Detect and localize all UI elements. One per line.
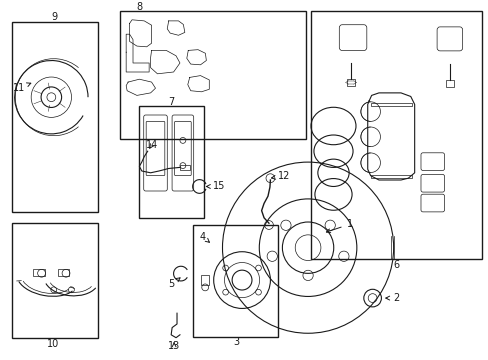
Text: 9: 9: [52, 12, 58, 22]
Text: 12: 12: [271, 171, 290, 181]
Bar: [12, 223, 98, 338]
Text: 10: 10: [46, 339, 59, 349]
Bar: [33, 269, 45, 276]
Text: 15: 15: [206, 181, 225, 192]
Bar: [120, 11, 305, 139]
Text: 1: 1: [325, 219, 352, 233]
Text: 13: 13: [167, 341, 180, 351]
Text: 14: 14: [145, 140, 158, 150]
Bar: [180, 165, 189, 170]
Text: 2: 2: [385, 293, 398, 303]
Bar: [201, 275, 209, 285]
Bar: [12, 22, 98, 212]
Bar: [139, 106, 204, 218]
Bar: [310, 11, 481, 259]
Text: 6: 6: [392, 260, 398, 270]
Bar: [370, 103, 411, 106]
Bar: [346, 79, 354, 86]
Text: 8: 8: [136, 2, 142, 12]
Bar: [445, 80, 453, 87]
Bar: [193, 225, 277, 337]
Text: 3: 3: [233, 337, 239, 347]
Text: 11: 11: [12, 83, 31, 93]
Bar: [370, 175, 411, 178]
Text: 5: 5: [168, 278, 180, 289]
Text: 4: 4: [200, 232, 209, 242]
Text: 7: 7: [168, 96, 174, 107]
Bar: [58, 269, 69, 276]
